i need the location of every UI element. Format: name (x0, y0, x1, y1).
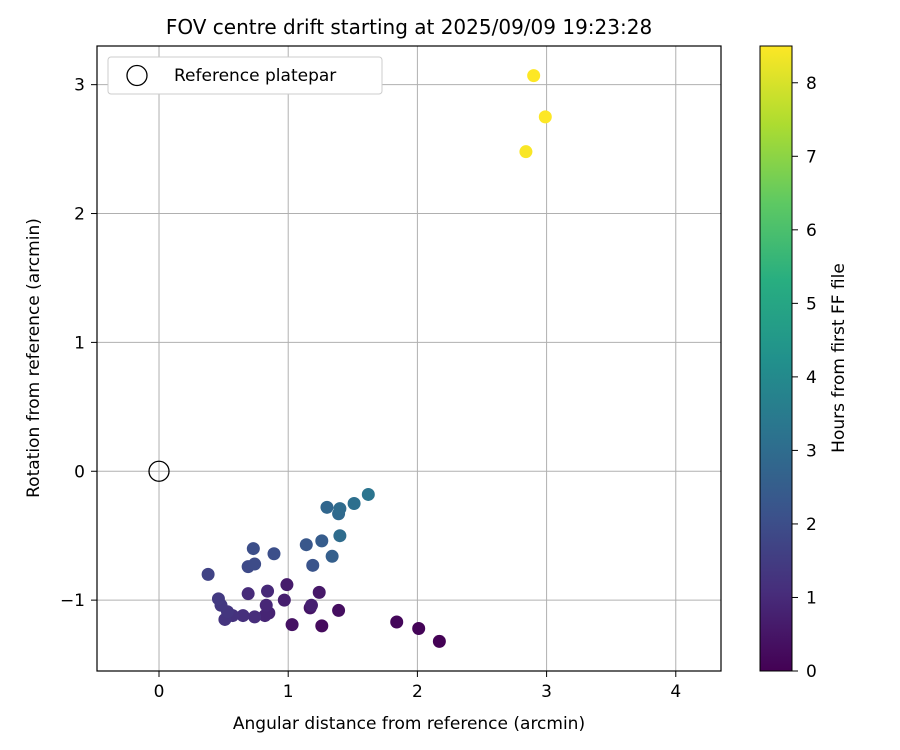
colorbar-tick-label: 3 (806, 441, 817, 461)
data-point (277, 593, 291, 607)
colorbar-tick-label: 7 (806, 147, 817, 167)
y-tick-label: 0 (74, 462, 85, 482)
reference-platepar-marker (148, 460, 170, 482)
x-axis-label: Angular distance from reference (arcmin) (233, 714, 585, 734)
data-point (320, 500, 334, 514)
colorbar-tick-label: 8 (806, 74, 817, 94)
data-point (315, 619, 329, 633)
x-tick-label: 2 (412, 682, 423, 702)
x-tick-label: 1 (283, 682, 294, 702)
data-point (261, 584, 275, 598)
y-tick-label: 1 (74, 333, 85, 353)
data-point (241, 587, 255, 601)
legend-reference-marker (126, 64, 148, 87)
y-axis-ticks: −1 0 1 2 3 (60, 76, 97, 611)
colorbar-ticks: 0 1 2 3 4 5 6 7 8 (792, 74, 817, 682)
data-point (267, 547, 281, 561)
colorbar-tick-label: 5 (806, 294, 817, 314)
x-tick-label: 4 (670, 682, 681, 702)
data-points (201, 69, 552, 648)
data-point (285, 618, 299, 632)
colorbar-gradient (759, 45, 793, 672)
data-point (361, 487, 375, 501)
x-axis-ticks: 0 1 2 3 4 (154, 671, 681, 702)
legend-box (107, 56, 383, 95)
data-point (258, 609, 272, 623)
data-point (390, 615, 404, 629)
grid-lines (97, 46, 721, 671)
data-point (333, 502, 347, 516)
data-point (304, 598, 318, 612)
data-point (333, 529, 347, 543)
data-point (246, 542, 260, 556)
data-point (201, 567, 215, 581)
data-point (248, 557, 262, 571)
data-point (236, 609, 250, 623)
colorbar-tick-label: 1 (806, 588, 817, 608)
y-tick-label: −1 (60, 591, 85, 611)
data-point (412, 621, 426, 635)
data-point (248, 610, 262, 624)
data-point (280, 578, 294, 592)
y-tick-label: 2 (74, 205, 85, 225)
colorbar-label: Hours from first FF file (829, 263, 849, 453)
colorbar: 0 1 2 3 4 5 6 7 8 Hours from first FF file (759, 45, 849, 682)
data-point (211, 592, 225, 606)
data-point (325, 549, 339, 563)
x-tick-label: 0 (154, 682, 165, 702)
colorbar-tick-label: 6 (806, 221, 817, 241)
legend: Reference platepar (107, 56, 383, 95)
data-point (538, 110, 552, 124)
data-point (527, 69, 541, 83)
data-point (312, 585, 326, 599)
data-point (347, 496, 361, 510)
data-point (259, 598, 273, 612)
colorbar-tick-label: 2 (806, 515, 817, 535)
colorbar-tick-label: 0 (806, 662, 817, 682)
data-point (306, 558, 320, 572)
chart-title: FOV centre drift starting at 2025/09/09 … (166, 15, 652, 39)
data-point (519, 145, 533, 159)
data-point (299, 538, 313, 552)
y-tick-label: 3 (74, 76, 85, 96)
x-tick-label: 3 (541, 682, 552, 702)
plot-frame (96, 45, 722, 672)
legend-entry-reference-platepar: Reference platepar (174, 66, 336, 86)
colorbar-tick-label: 4 (806, 368, 817, 388)
y-axis-label: Rotation from reference (arcmin) (24, 218, 44, 498)
reference-marker (148, 460, 170, 482)
data-point (315, 534, 329, 548)
data-point (432, 634, 446, 648)
data-point (332, 603, 346, 617)
